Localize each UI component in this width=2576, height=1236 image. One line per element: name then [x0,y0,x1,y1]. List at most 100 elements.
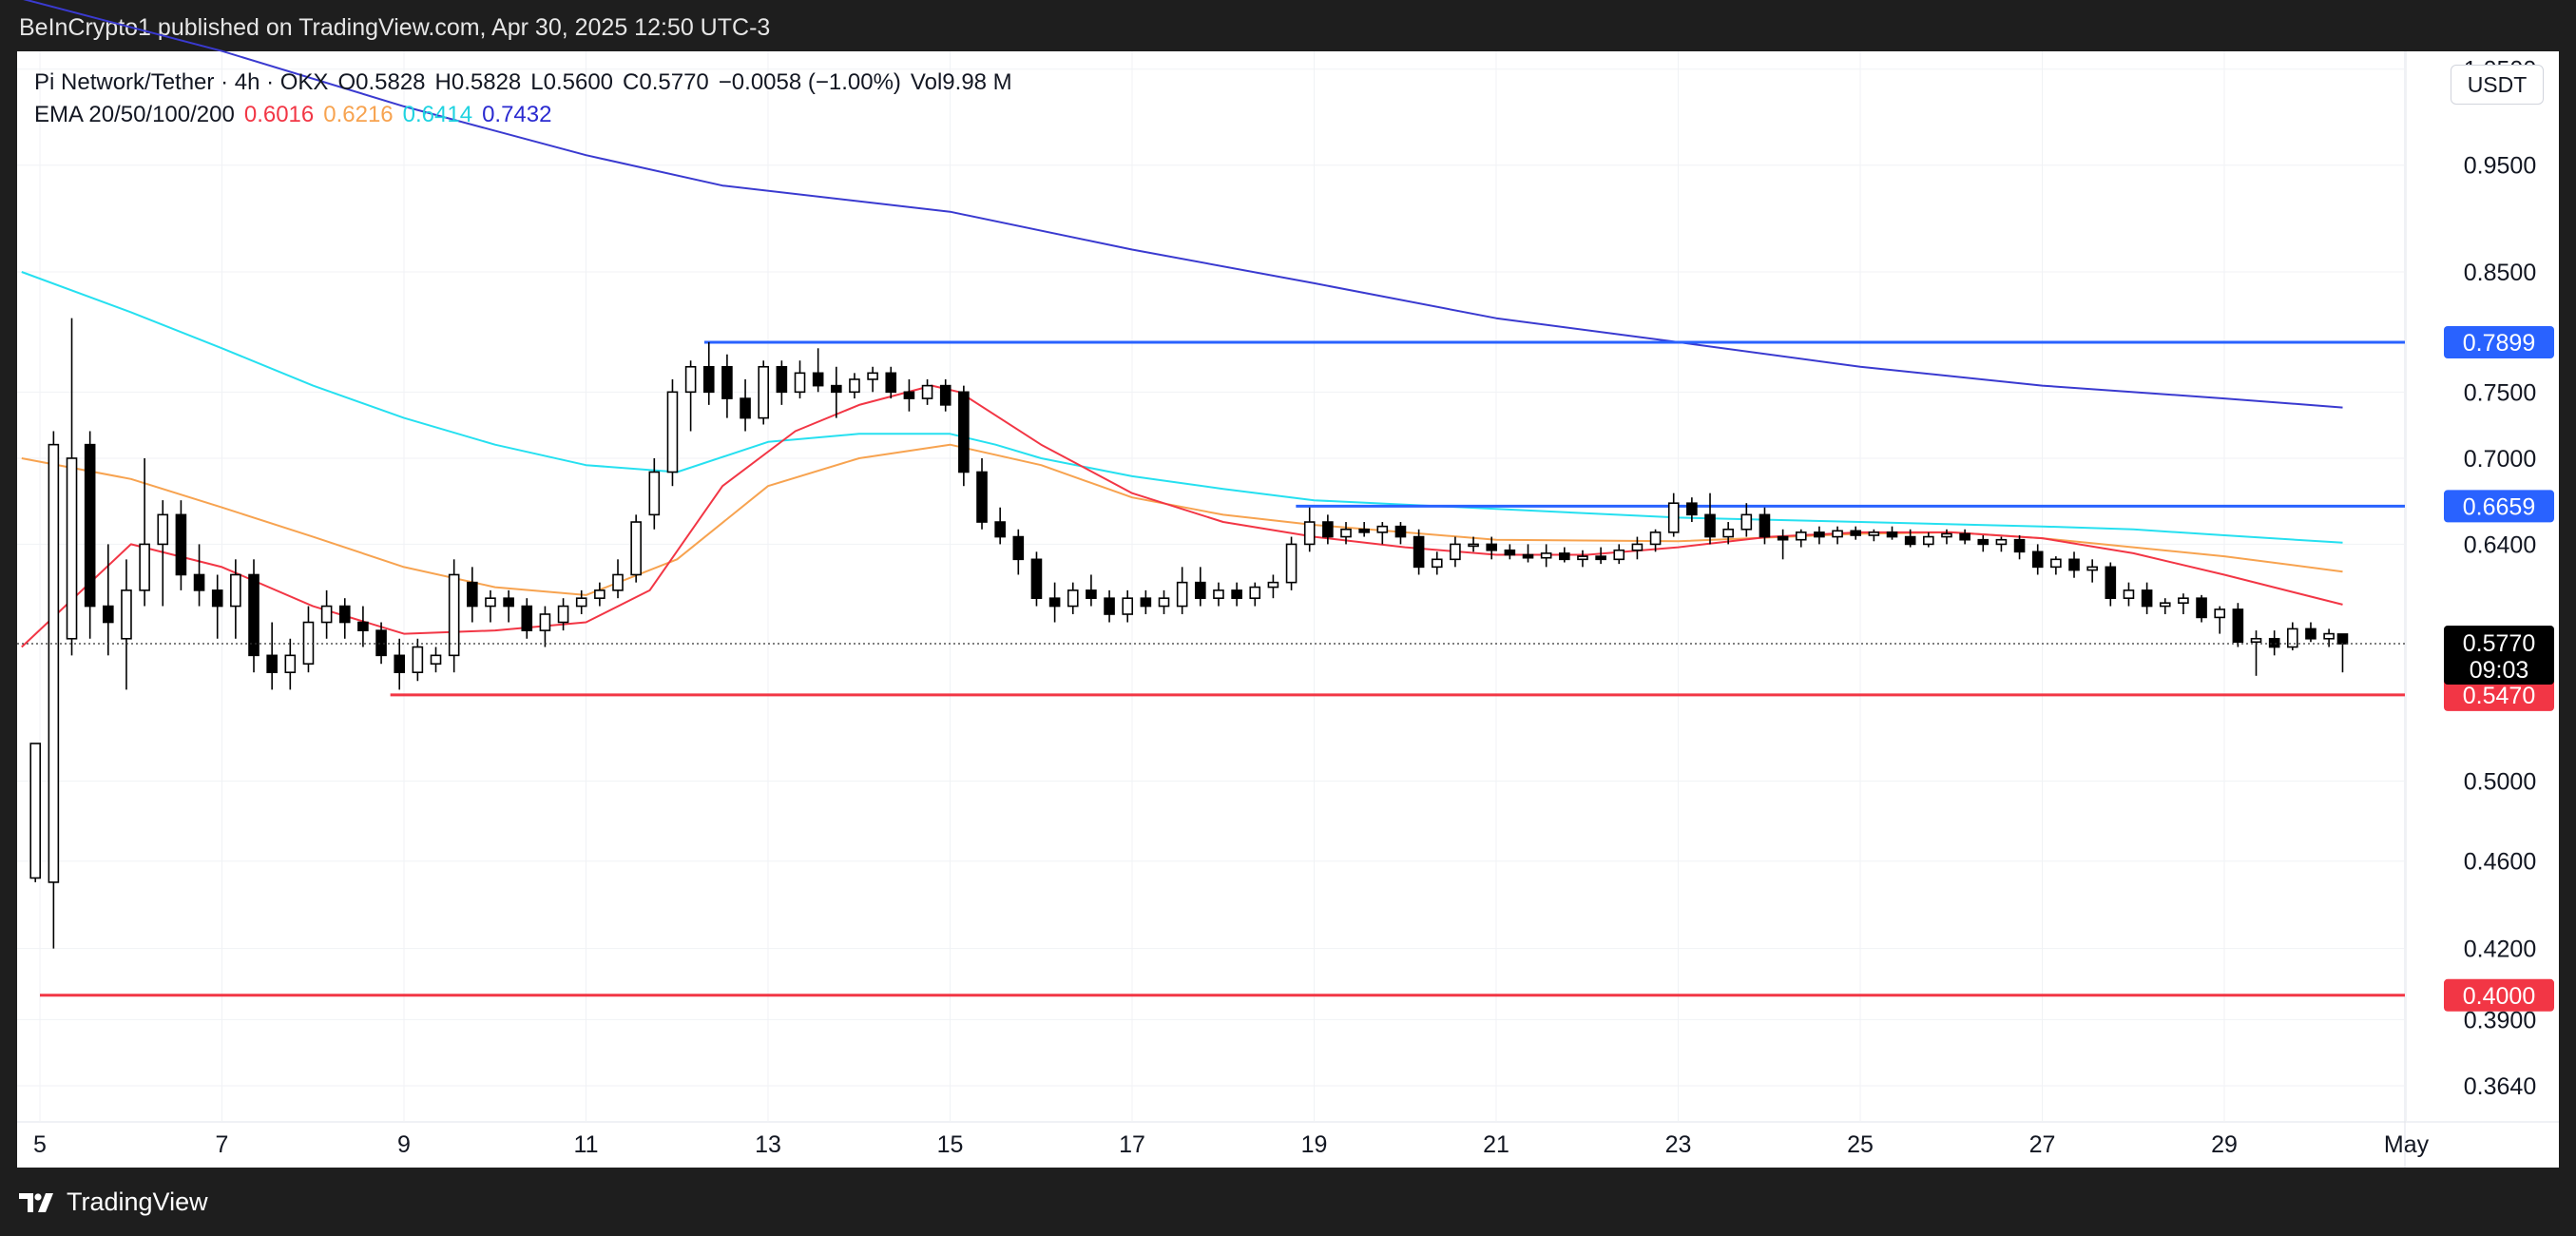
candle-body [2031,550,2044,569]
candle-body [976,471,988,523]
candle-body [157,513,169,546]
x-tick-label: 17 [1119,1131,1145,1158]
candle-body [958,391,970,473]
ema20-value: 0.6016 [243,102,315,127]
candle-body [284,654,297,673]
candle-body [1814,531,1825,538]
candle-body [867,372,878,380]
candle-body [1504,549,1516,556]
candle-body [1140,597,1152,608]
time-axis[interactable]: 5 7 9 11 13 15 17 19 21 23 25 27 29 May [33,1131,2430,1158]
tradingview-logo[interactable]: TradingView [19,1188,208,1217]
candle-body [1722,528,1734,538]
candle-body [230,573,241,608]
currency-button[interactable]: USDT [2451,65,2544,105]
candle-body [1176,581,1188,608]
candle-body [648,471,661,516]
candle-body [430,654,442,666]
candle-body [1886,531,1898,538]
candle-body [121,589,132,640]
candle-body [994,521,1006,538]
candle-body [1923,535,1934,546]
candle-body [103,605,114,624]
candle-body [1667,502,1680,533]
candle-body [1249,586,1261,599]
candle-body [684,365,697,394]
candle-body [1959,532,1970,541]
candle-body [1904,535,1916,546]
ema50-value: 0.6216 [323,102,394,127]
candle-body [849,378,860,394]
candle-body [1322,521,1334,538]
tradingview-logo-icon [19,1192,53,1212]
x-tick-label: May [2384,1131,2430,1158]
ema-line [23,0,2343,409]
candle-body [1795,531,1807,541]
candle-body [66,457,78,640]
candle-body [2287,628,2298,648]
candle-body [412,646,424,673]
candle-body [539,613,551,631]
candle-body [1030,558,1043,599]
publish-info: BeInCrypto1 published on TradingView.com… [19,14,771,41]
candle-body [740,397,751,419]
candle-body [2232,608,2244,644]
candle-body [193,573,205,591]
level-price-tag-bg [2444,678,2554,711]
candle-body [721,365,733,399]
ema-label[interactable]: EMA 20/50/100/200 [34,102,235,127]
candle-body [485,597,496,608]
price-axis[interactable]: 1.15001.05000.95000.85000.75000.70000.64… [2464,0,2536,1100]
candle-body [2068,558,2080,571]
level-price-tag: 0.4000 [2463,983,2535,1010]
legend: Pi Network/Tether · 4h · OKX O0.5828 H0.… [34,67,1012,131]
candle-body [575,597,587,608]
candle-body [1941,532,1952,538]
y-tick-label: 0.8500 [2464,260,2536,286]
last-price-tag: 0.5770 [2463,630,2535,657]
candle-body [776,365,788,394]
candle-body [1450,543,1461,561]
candle-body [1213,589,1224,599]
candle-body [394,654,406,673]
x-tick-label: 23 [1665,1131,1692,1158]
candle-body [1413,535,1425,569]
symbol-label[interactable]: Pi Network/Tether · 4h · OKX [34,69,329,95]
candlesticks [29,318,2349,949]
horizontal-levels [40,340,2405,997]
x-tick-label: 21 [1483,1131,1509,1158]
chart-panel[interactable] [17,51,2559,1168]
ema-row: EMA 20/50/100/200 0.6016 0.6216 0.6414 0… [34,99,1012,131]
candle-body [2050,558,2062,569]
candle-body [375,629,387,657]
level-price-tag-bg [2444,326,2554,359]
candle-body [1868,531,1880,536]
y-tick-label: 0.4200 [2464,937,2536,963]
candle-body [1631,543,1644,551]
x-tick-label: 13 [755,1131,781,1158]
y-tick-label: 0.9500 [2464,153,2536,180]
close-value: C0.5770 [623,69,709,95]
candle-body [1394,525,1407,538]
candle-body [357,621,369,631]
candle-body [1559,552,1570,561]
change-value: −0.0058 (−1.00%) [718,69,901,95]
candle-body [211,589,223,608]
candle-body [702,365,715,394]
candle-body [2123,589,2135,599]
candle-body [2214,608,2226,619]
y-tick-label: 0.7500 [2464,379,2536,406]
x-tick-label: 7 [216,1131,229,1158]
candle-body [29,743,42,879]
candle-body [2323,632,2335,640]
grid-lines [17,51,2559,1168]
candle-body [1595,555,1606,561]
x-tick-label: 27 [2029,1131,2056,1158]
bar-countdown: 09:03 [2470,657,2529,684]
candle-body [2196,597,2207,619]
ema100-value: 0.6414 [402,102,473,127]
candle-body [1777,535,1789,541]
x-tick-label: 29 [2211,1131,2238,1158]
